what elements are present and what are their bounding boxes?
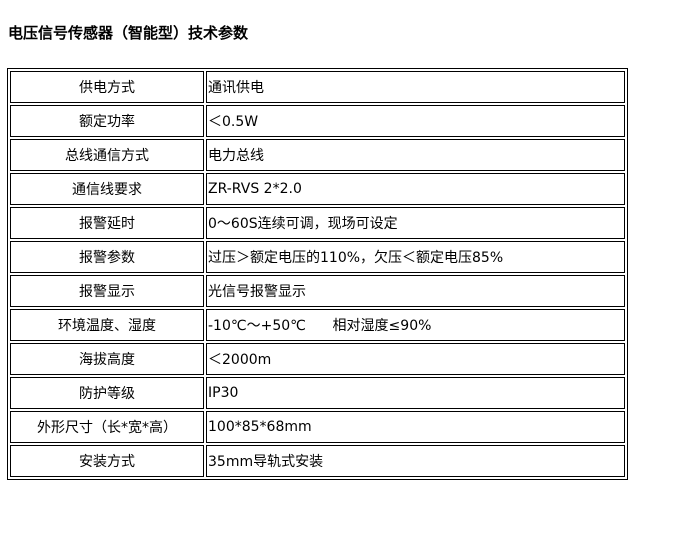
table-row: 报警延时 0～60S连续可调，现场可设定 (10, 207, 625, 239)
table-row: 外形尺寸（长*宽*高） 100*85*68mm (10, 411, 625, 443)
page-title: 电压信号传感器（智能型）技术参数 (8, 24, 249, 42)
spec-value: ＜2000m (206, 343, 625, 375)
spec-value: 100*85*68mm (206, 411, 625, 443)
spec-label: 报警延时 (10, 207, 204, 239)
spec-value: ＜0.5W (206, 105, 625, 137)
spec-table: 供电方式 通讯供电 额定功率 ＜0.5W 总线通信方式 电力总线 通信线要求 ZR-RVS 2… (7, 68, 628, 480)
spec-value: 光信号报警显示 (206, 275, 625, 307)
table-row: 环境温度、湿度 -10℃～+50℃ 相对湿度≤90% (10, 309, 625, 341)
table-row: 安装方式 35mm导轨式安装 (10, 445, 625, 477)
spec-label: 报警参数 (10, 241, 204, 273)
spec-label: 海拔高度 (10, 343, 204, 375)
table-row: 供电方式 通讯供电 (10, 71, 625, 103)
spec-value: IP30 (206, 377, 625, 409)
spec-value: -10℃～+50℃ 相对湿度≤90% (206, 309, 625, 341)
spec-label: 安装方式 (10, 445, 204, 477)
table-row: 报警显示 光信号报警显示 (10, 275, 625, 307)
spec-label: 额定功率 (10, 105, 204, 137)
spec-label: 外形尺寸（长*宽*高） (10, 411, 204, 443)
spec-label: 总线通信方式 (10, 139, 204, 171)
spec-value: 35mm导轨式安装 (206, 445, 625, 477)
table-row: 防护等级 IP30 (10, 377, 625, 409)
table-row: 总线通信方式 电力总线 (10, 139, 625, 171)
table-row: 额定功率 ＜0.5W (10, 105, 625, 137)
spec-label: 环境温度、湿度 (10, 309, 204, 341)
table-row: 通信线要求 ZR-RVS 2*2.0 (10, 173, 625, 205)
spec-label: 供电方式 (10, 71, 204, 103)
table-row: 海拔高度 ＜2000m (10, 343, 625, 375)
spec-value: 通讯供电 (206, 71, 625, 103)
spec-value: 电力总线 (206, 139, 625, 171)
spec-value: ZR-RVS 2*2.0 (206, 173, 625, 205)
spec-value: 0～60S连续可调，现场可设定 (206, 207, 625, 239)
spec-label: 防护等级 (10, 377, 204, 409)
table-row: 报警参数 过压＞额定电压的110%，欠压＜额定电压85% (10, 241, 625, 273)
spec-label: 报警显示 (10, 275, 204, 307)
spec-value: 过压＞额定电压的110%，欠压＜额定电压85% (206, 241, 625, 273)
spec-label: 通信线要求 (10, 173, 204, 205)
